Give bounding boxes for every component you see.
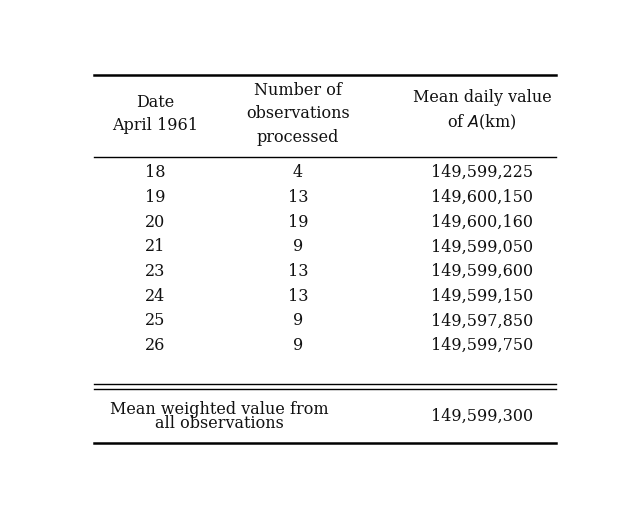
Text: 4: 4 [293, 164, 303, 181]
Text: 24: 24 [145, 288, 165, 305]
Text: 149,600,150: 149,600,150 [431, 189, 533, 206]
Text: 9: 9 [293, 337, 303, 354]
Text: 9: 9 [293, 238, 303, 256]
Text: 13: 13 [288, 263, 308, 280]
Text: all observations: all observations [155, 415, 284, 432]
Text: 19: 19 [288, 214, 308, 231]
Text: 25: 25 [145, 313, 165, 329]
Text: 149,599,050: 149,599,050 [431, 238, 533, 256]
Text: 149,597,850: 149,597,850 [431, 313, 533, 329]
Text: 26: 26 [145, 337, 165, 354]
Text: 149,599,225: 149,599,225 [431, 164, 533, 181]
Text: 18: 18 [145, 164, 165, 181]
Text: Mean weighted value from: Mean weighted value from [110, 401, 328, 417]
Text: 23: 23 [145, 263, 165, 280]
Text: 19: 19 [145, 189, 165, 206]
Text: 149,600,160: 149,600,160 [431, 214, 533, 231]
Text: 20: 20 [145, 214, 165, 231]
Text: Number of
observations
processed: Number of observations processed [246, 82, 350, 146]
Text: 149,599,600: 149,599,600 [431, 263, 533, 280]
Text: 149,599,300: 149,599,300 [431, 408, 533, 425]
Text: Mean daily value: Mean daily value [413, 89, 552, 106]
Text: 149,599,750: 149,599,750 [431, 337, 533, 354]
Text: 9: 9 [293, 313, 303, 329]
Text: of $\mathit{A}$(km): of $\mathit{A}$(km) [448, 112, 517, 132]
Text: 149,599,150: 149,599,150 [431, 288, 533, 305]
Text: 13: 13 [288, 288, 308, 305]
Text: 21: 21 [145, 238, 165, 256]
Text: 13: 13 [288, 189, 308, 206]
Text: Date
April 1961: Date April 1961 [112, 94, 198, 134]
